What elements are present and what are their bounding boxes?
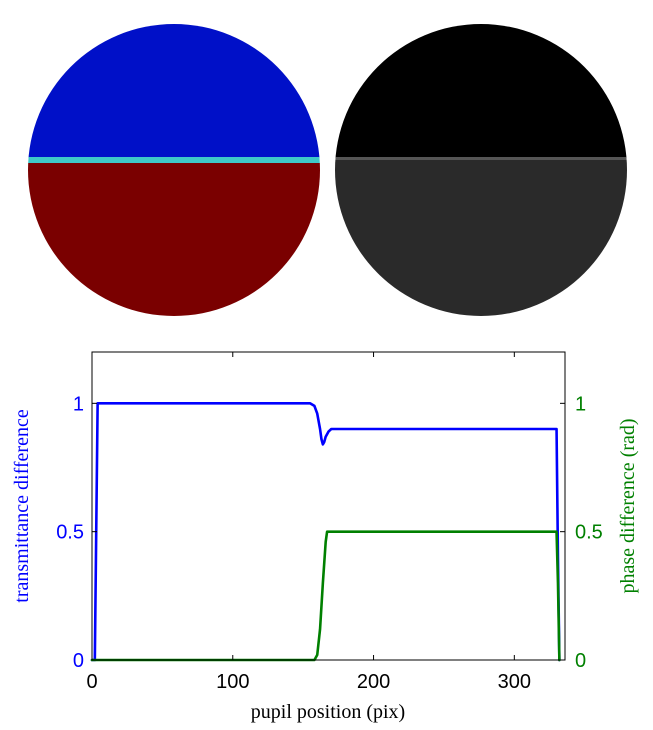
pupil-image-phase: [335, 24, 627, 316]
y-tick-label-left: 0.5: [56, 522, 84, 544]
x-tick-label: 300: [498, 671, 531, 693]
pupil-edge-band: [28, 157, 320, 163]
y-tick-label-right: 1: [575, 393, 586, 415]
series-line-transmittance: [90, 402, 561, 662]
pupil-top-half: [335, 24, 627, 158]
series-line-phase: [90, 530, 561, 662]
series-layer: [90, 402, 561, 662]
x-tick-label: 100: [216, 671, 249, 693]
y-tick-label-left: 1: [73, 393, 84, 415]
x-axis-title: pupil position (pix): [251, 701, 405, 723]
y-axis-right-title: phase difference (rad): [617, 418, 639, 593]
pupil-edge-band: [335, 157, 627, 160]
line-chart: 0 100 200 300 0 0.5 1 0 0.5 1 pupil position (pix…: [11, 351, 639, 723]
x-tick-label: 0: [86, 671, 97, 693]
pupil-image-transmittance: [28, 24, 320, 316]
plot-frame: [91, 351, 566, 661]
pupil-bottom-half: [335, 160, 627, 316]
y-tick-label-right: 0: [575, 650, 586, 672]
pupil-bottom-half: [28, 163, 320, 316]
y-tick-label-left: 0: [73, 650, 84, 672]
pupil-top-half: [28, 24, 320, 158]
tick-labels-layer: 0 100 200 300 0 0.5 1 0 0.5 1: [56, 393, 603, 693]
ticks-layer: [91, 352, 565, 661]
y-axis-left-title: transmittance difference: [11, 409, 33, 603]
y-tick-label-right: 0.5: [575, 522, 603, 544]
x-tick-label: 200: [357, 671, 390, 693]
